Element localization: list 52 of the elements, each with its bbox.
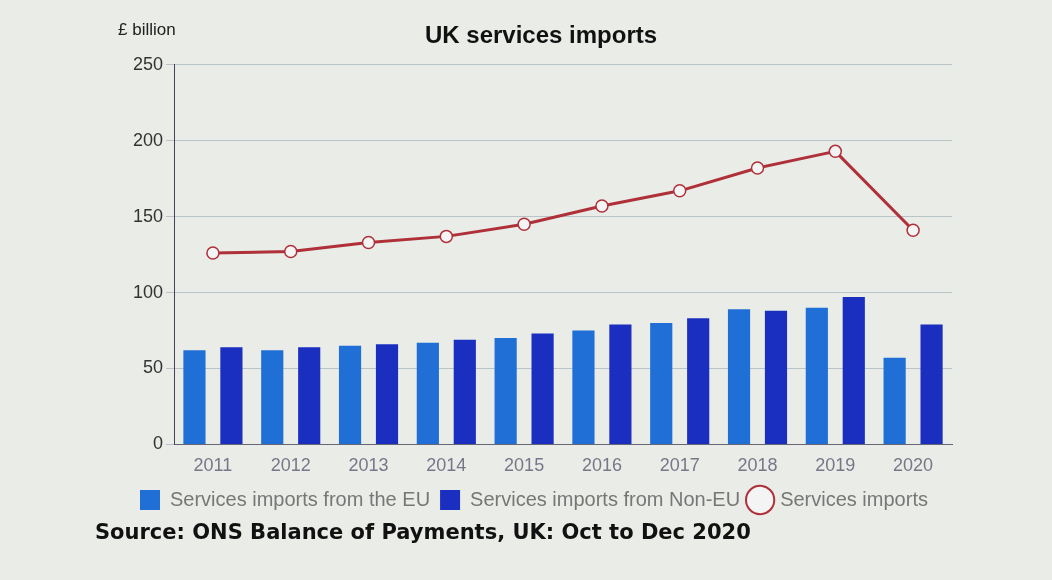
x-tick-label: 2020 [893,455,934,476]
bar [183,350,206,444]
bar [920,324,943,444]
bar [572,330,595,444]
bar [416,342,439,444]
bar [687,318,710,444]
x-tick-label: 2015 [504,455,545,476]
x-tick-label: 2016 [581,455,622,476]
bar [650,322,673,444]
bar [805,307,828,444]
point [906,223,920,238]
y-axis-title: £ billion [118,20,176,40]
point [283,244,298,259]
y-tick-label: 100 [132,281,164,302]
legend-label: Services imports from the EU [170,487,431,510]
source-note: Source: ONS Balance of Payments, UK: Oct to Dec 2020 [95,520,751,544]
point [517,217,531,231]
bar [883,357,906,444]
bar [261,350,284,444]
x-tick-label: 2019 [815,455,856,476]
point [750,161,765,175]
x-tick-label: 2012 [270,455,311,476]
y-tick-label: 200 [132,129,164,150]
chart-title: UK services imports [424,21,658,49]
point [828,144,843,159]
x-tick-label: 2014 [426,455,467,476]
x-tick-label: 2017 [659,455,700,476]
x-tick-label: 2011 [193,455,233,476]
legend-label: Services imports from Non-EU [470,487,741,510]
point [439,229,454,244]
bar [609,324,632,444]
bar [338,345,362,444]
bar [727,309,751,444]
bar [220,347,243,444]
x-tick-label: 2013 [348,455,389,476]
bar [375,344,399,444]
legend-label: Services imports [780,487,928,510]
y-tick-label: 150 [132,205,164,226]
bar [842,297,865,444]
x-tick-label: 2018 [737,455,778,476]
point [206,246,220,260]
bar [531,333,554,444]
bar [764,310,788,444]
bar [298,347,321,444]
y-tick-label: 0 [153,433,164,454]
bar [494,338,517,444]
point [361,235,376,250]
y-tick-label: 250 [132,53,164,74]
bar [453,339,476,444]
point [595,199,609,213]
point [672,184,687,198]
y-tick-label: 50 [143,357,164,378]
